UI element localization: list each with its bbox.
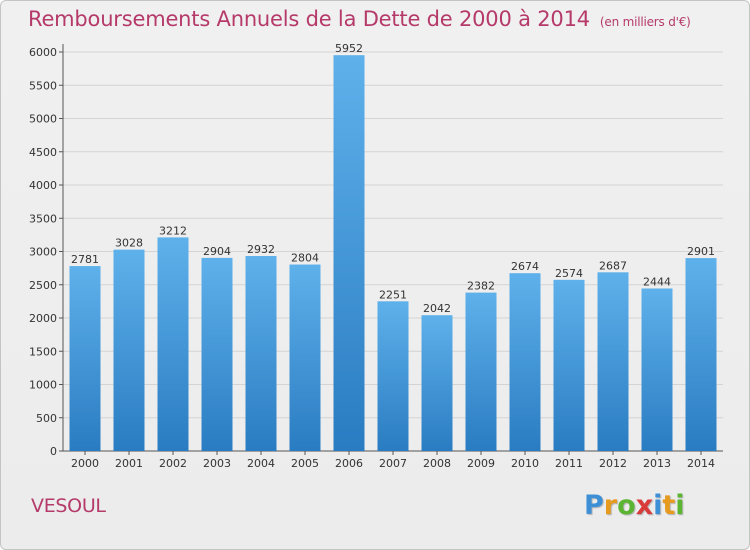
y-tick-label: 5000 xyxy=(29,113,57,126)
bar xyxy=(421,315,453,451)
chart-unit-note: (en milliers d'€) xyxy=(599,15,691,29)
x-tick-label: 2013 xyxy=(643,457,671,470)
bar-value-label: 2382 xyxy=(467,280,495,293)
bar xyxy=(69,266,101,451)
x-tick-label: 2003 xyxy=(203,457,231,470)
y-tick-label: 5500 xyxy=(29,79,57,92)
bar xyxy=(113,249,145,451)
bar xyxy=(333,55,365,451)
bar xyxy=(201,257,233,451)
bar xyxy=(289,264,321,451)
y-tick-label: 1000 xyxy=(29,379,57,392)
bar-value-label: 2904 xyxy=(203,245,231,258)
bar-value-label: 2251 xyxy=(379,288,407,301)
x-tick-label: 2004 xyxy=(247,457,275,470)
x-tick-label: 2014 xyxy=(687,457,715,470)
y-tick-label: 2500 xyxy=(29,279,57,292)
bar xyxy=(553,279,585,451)
y-tick-label: 0 xyxy=(50,445,57,458)
y-tick-label: 4500 xyxy=(29,146,57,159)
commune-name: VESOUL xyxy=(31,495,106,517)
bar-value-label: 3028 xyxy=(115,237,143,250)
bar xyxy=(597,272,629,451)
bar-value-label: 2804 xyxy=(291,252,319,265)
bar xyxy=(157,237,189,451)
x-tick-label: 2000 xyxy=(71,457,99,470)
x-tick-label: 2005 xyxy=(291,457,319,470)
x-tick-label: 2011 xyxy=(555,457,583,470)
bar xyxy=(245,256,277,451)
x-tick-label: 2001 xyxy=(115,457,143,470)
x-tick-label: 2002 xyxy=(159,457,187,470)
bar xyxy=(685,258,717,451)
x-tick-label: 2008 xyxy=(423,457,451,470)
bar-value-label: 2901 xyxy=(687,245,715,258)
x-tick-label: 2009 xyxy=(467,457,495,470)
bar-value-label: 2042 xyxy=(423,302,451,315)
y-tick-label: 6000 xyxy=(29,46,57,59)
y-tick-label: 4000 xyxy=(29,179,57,192)
chart-title-text: Remboursements Annuels de la Dette de 20… xyxy=(28,7,590,31)
x-tick-label: 2007 xyxy=(379,457,407,470)
bar-value-label: 3212 xyxy=(159,224,187,237)
bar-value-label: 2687 xyxy=(599,259,627,272)
bar-value-label: 2781 xyxy=(71,253,99,266)
chart-title: Remboursements Annuels de la Dette de 20… xyxy=(28,7,691,31)
bar-value-label: 2932 xyxy=(247,243,275,256)
bar xyxy=(465,292,497,451)
bar-value-label: 2574 xyxy=(555,267,583,280)
x-tick-label: 2006 xyxy=(335,457,363,470)
bar xyxy=(641,288,673,451)
bar-value-label: 2444 xyxy=(643,275,671,288)
x-tick-label: 2010 xyxy=(511,457,539,470)
bar-value-label: 5952 xyxy=(335,42,363,55)
proxiti-logo: Proxiti xyxy=(584,490,685,521)
y-tick-label: 500 xyxy=(36,412,57,425)
y-tick-label: 2000 xyxy=(29,312,57,325)
x-tick-label: 2012 xyxy=(599,457,627,470)
bar xyxy=(377,301,409,451)
y-tick-label: 3000 xyxy=(29,246,57,259)
bar-value-label: 2674 xyxy=(511,260,539,273)
bar xyxy=(509,273,541,451)
y-tick-label: 1500 xyxy=(29,345,57,358)
y-tick-label: 3500 xyxy=(29,212,57,225)
